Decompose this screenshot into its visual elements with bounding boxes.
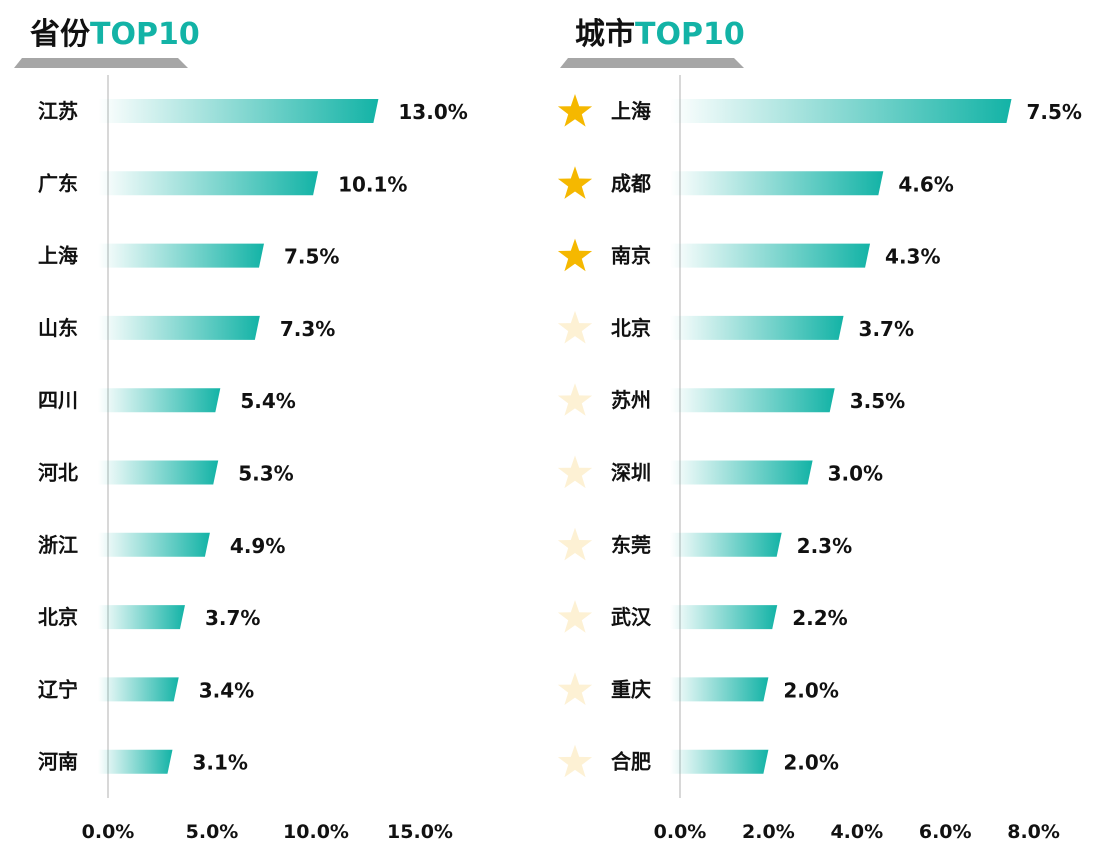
province-category-label: 河南 bbox=[38, 750, 78, 774]
province-category-label: 四川 bbox=[38, 388, 78, 412]
city-value-label: 2.2% bbox=[792, 606, 847, 630]
city-chart: 0.0% 2.0% 4.0% 6.0% 8.0% 上海 7.5% 成都 4.6% 南京 4.3% 北京… bbox=[557, 75, 1082, 843]
province-bar bbox=[98, 460, 219, 485]
province-tick-label: 5.0% bbox=[186, 821, 239, 843]
province-bar bbox=[98, 243, 264, 268]
province-value-label: 13.0% bbox=[398, 100, 467, 124]
city-value-label: 2.3% bbox=[797, 534, 852, 558]
star-icon bbox=[557, 383, 593, 416]
province-title-underline bbox=[14, 58, 188, 68]
svg-text:省份TOP10: 省份TOP10 bbox=[30, 17, 200, 52]
province-value-label: 7.5% bbox=[284, 245, 339, 269]
city-category-label: 重庆 bbox=[611, 677, 651, 701]
province-category-label: 北京 bbox=[38, 605, 78, 629]
city-bar bbox=[670, 315, 844, 340]
city-value-label: 2.0% bbox=[783, 678, 838, 702]
city-value-label: 3.0% bbox=[828, 462, 883, 486]
province-bar bbox=[98, 605, 185, 630]
city-tick-label: 6.0% bbox=[919, 821, 972, 843]
province-tick-label: 0.0% bbox=[82, 821, 135, 843]
city-value-label: 2.0% bbox=[783, 751, 838, 775]
province-value-label: 7.3% bbox=[280, 317, 335, 341]
province-bar bbox=[98, 171, 319, 196]
province-tick-label: 15.0% bbox=[387, 821, 453, 843]
city-title-suffix: TOP10 bbox=[635, 17, 745, 52]
city-value-label: 3.7% bbox=[859, 317, 914, 341]
city-tick-label: 0.0% bbox=[654, 821, 707, 843]
city-tick-label: 8.0% bbox=[1007, 821, 1060, 843]
province-value-label: 5.3% bbox=[238, 462, 293, 486]
star-icon bbox=[557, 94, 593, 127]
city-bar bbox=[670, 605, 778, 630]
city-value-label: 7.5% bbox=[1027, 100, 1082, 124]
city-value-label: 3.5% bbox=[850, 389, 905, 413]
city-category-label: 苏州 bbox=[611, 388, 651, 412]
city-category-label: 深圳 bbox=[611, 461, 651, 485]
city-bar bbox=[670, 99, 1012, 123]
province-category-label: 江苏 bbox=[38, 99, 78, 123]
star-icon bbox=[557, 672, 593, 705]
city-value-label: 4.3% bbox=[885, 245, 940, 269]
city-bar bbox=[670, 749, 769, 774]
province-category-label: 山东 bbox=[38, 316, 78, 340]
province-title-prefix: 省份 bbox=[30, 17, 90, 52]
city-bar bbox=[670, 532, 782, 557]
province-value-label: 3.4% bbox=[199, 678, 254, 702]
star-icon bbox=[557, 455, 593, 489]
province-category-label: 上海 bbox=[38, 244, 78, 268]
city-category-label: 合肥 bbox=[611, 750, 651, 774]
city-title-prefix: 城市 bbox=[575, 17, 635, 52]
province-value-label: 10.1% bbox=[338, 172, 407, 196]
province-value-label: 3.7% bbox=[205, 606, 260, 630]
city-bar bbox=[670, 243, 871, 268]
province-bar bbox=[98, 99, 379, 123]
province-tick-label: 10.0% bbox=[283, 821, 349, 843]
city-tick-label: 2.0% bbox=[742, 821, 795, 843]
province-bar bbox=[98, 677, 179, 702]
city-category-label: 东莞 bbox=[611, 533, 651, 557]
province-category-label: 河北 bbox=[38, 461, 78, 485]
province-value-label: 3.1% bbox=[192, 751, 247, 775]
city-category-label: 成都 bbox=[611, 171, 651, 195]
svg-text:城市TOP10: 城市TOP10 bbox=[575, 17, 745, 52]
city-bar bbox=[670, 460, 813, 485]
city-category-label: 上海 bbox=[611, 99, 651, 123]
city-category-label: 北京 bbox=[611, 316, 651, 340]
province-bar bbox=[98, 388, 221, 413]
province-bar bbox=[98, 532, 210, 557]
province-bar bbox=[98, 315, 260, 340]
star-icon bbox=[557, 166, 593, 199]
star-icon bbox=[557, 238, 593, 272]
province-title-suffix: TOP10 bbox=[90, 17, 200, 52]
province-chart: 0.0% 5.0% 10.0% 15.0% 江苏 13.0% 广东 10.1% 上海 7.5% 山东… bbox=[38, 75, 468, 843]
province-value-label: 4.9% bbox=[230, 534, 285, 558]
city-category-label: 武汉 bbox=[611, 605, 652, 629]
province-title: 省份TOP10 bbox=[14, 17, 200, 68]
province-category-label: 浙江 bbox=[38, 533, 78, 557]
city-bar bbox=[670, 677, 769, 702]
city-bar bbox=[670, 171, 884, 196]
city-value-label: 4.6% bbox=[898, 172, 953, 196]
city-category-label: 南京 bbox=[611, 244, 651, 268]
province-value-label: 5.4% bbox=[240, 389, 295, 413]
province-category-label: 辽宁 bbox=[38, 677, 78, 701]
city-bar bbox=[670, 388, 835, 413]
star-icon bbox=[557, 744, 593, 778]
star-icon bbox=[557, 527, 593, 561]
province-bar bbox=[98, 749, 173, 774]
city-title: 城市TOP10 bbox=[560, 17, 745, 68]
city-tick-label: 4.0% bbox=[830, 821, 883, 843]
star-icon bbox=[557, 600, 593, 633]
province-category-label: 广东 bbox=[38, 171, 78, 195]
city-title-underline bbox=[560, 58, 744, 68]
star-icon bbox=[557, 310, 593, 344]
